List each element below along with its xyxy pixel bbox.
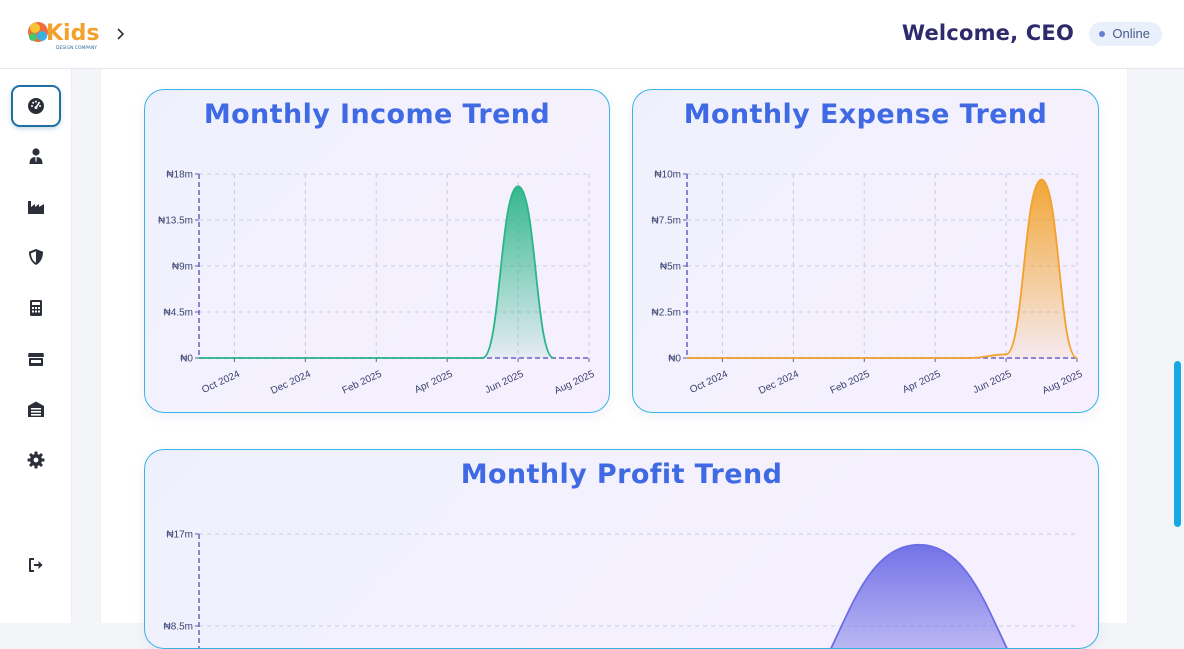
y-tick-label: ₦13.5m xyxy=(158,216,193,227)
sidebar-item-accounting[interactable] xyxy=(11,287,61,329)
logo-text: Kids xyxy=(46,21,99,46)
series-line xyxy=(830,543,1008,648)
income-trend-card: Monthly Income Trend ₦0 ₦4.5m ₦9m ₦13.5m ₦18… xyxy=(144,89,610,413)
expense-trend-card: Monthly Expense Trend ₦0 ₦2.5m ₦5m ₦7.5m ₦10… xyxy=(632,89,1099,413)
left-gutter xyxy=(72,69,100,623)
y-tick-label: ₦5m xyxy=(660,262,681,273)
series-line xyxy=(687,178,1078,359)
user-tie-icon xyxy=(29,148,43,164)
sidebar-item-dashboard[interactable] xyxy=(11,85,61,127)
calculator-icon xyxy=(30,300,42,316)
x-tick-label: Dec 2024 xyxy=(269,369,313,397)
sidebar-item-users[interactable] xyxy=(11,135,61,177)
chevron-right-icon[interactable] xyxy=(114,24,128,44)
x-tick-label: Jun 2025 xyxy=(483,369,525,397)
y-tick-label: ₦9m xyxy=(172,262,193,273)
y-tick-label: ₦17m xyxy=(166,530,193,541)
status-text: Online xyxy=(1112,26,1150,41)
x-tick-label: Dec 2024 xyxy=(757,369,801,397)
x-tick-label: Oct 2024 xyxy=(200,369,242,396)
x-tick-label: Aug 2025 xyxy=(553,369,597,397)
y-tick-label: ₦8.5m xyxy=(164,622,193,633)
profit-chart-title: Monthly Profit Trend xyxy=(460,459,783,490)
status-dot-icon xyxy=(1099,31,1106,37)
sidebar-item-production[interactable] xyxy=(11,186,61,228)
shield-icon xyxy=(29,249,43,265)
logo-subtext: DESIGN COMPANY xyxy=(56,45,97,51)
y-tick-label: ₦0 xyxy=(180,354,193,365)
status-badge: Online xyxy=(1089,22,1162,46)
sidebar-item-security[interactable] xyxy=(11,236,61,278)
sidebar xyxy=(0,69,72,623)
x-tick-label: Jun 2025 xyxy=(971,369,1013,397)
dashboard-gauge-icon xyxy=(28,98,44,114)
x-tick-label: Apr 2025 xyxy=(413,369,455,396)
warehouse-icon xyxy=(28,401,44,417)
expense-chart-title: Monthly Expense Trend xyxy=(683,99,1048,130)
x-tick-label: Feb 2025 xyxy=(829,369,872,397)
gear-icon xyxy=(27,451,45,469)
series-line xyxy=(199,185,554,359)
scrollbar[interactable] xyxy=(1170,69,1184,623)
welcome-text: Welcome, CEO xyxy=(901,21,1074,45)
sidebar-item-warehouse[interactable] xyxy=(11,388,61,430)
x-tick-label: Apr 2025 xyxy=(901,369,943,396)
industry-icon xyxy=(28,201,44,214)
scrollbar-thumb[interactable] xyxy=(1174,361,1181,527)
top-bar: Kids DESIGN COMPANY Welcome, CEO Online xyxy=(0,0,1184,69)
profit-trend-chart: ₦0₦8.5m₦17m xyxy=(164,530,1079,648)
series-area xyxy=(687,179,1077,358)
y-tick-label: ₦18m xyxy=(166,170,193,181)
x-tick-label: Oct 2024 xyxy=(688,369,730,396)
series-area xyxy=(831,544,1007,648)
series-area xyxy=(199,186,554,358)
income-chart-title: Monthly Income Trend xyxy=(203,99,551,130)
profit-trend-card: Monthly Profit Trend ₦0₦8.5m₦17m xyxy=(144,449,1099,649)
sidebar-item-store[interactable] xyxy=(11,338,61,380)
y-tick-label: ₦7.5m xyxy=(652,216,681,227)
income-trend-chart: ₦0 ₦4.5m ₦9m ₦13.5m ₦18m Oct 2024 Dec 2024 Feb … xyxy=(158,170,597,397)
y-tick-label: ₦10m xyxy=(654,170,681,181)
company-logo[interactable]: Kids DESIGN COMPANY xyxy=(26,14,112,54)
store-icon xyxy=(28,353,44,366)
sidebar-item-settings[interactable] xyxy=(11,439,61,481)
y-tick-label: ₦0 xyxy=(668,354,681,365)
x-tick-label: Aug 2025 xyxy=(1041,369,1085,397)
y-tick-label: ₦4.5m xyxy=(164,308,193,319)
sidebar-item-logout[interactable] xyxy=(11,544,61,586)
expense-trend-chart: ₦0 ₦2.5m ₦5m ₦7.5m ₦10m Oct 2024 Dec 2024 Feb 2… xyxy=(652,170,1085,397)
x-tick-label: Feb 2025 xyxy=(341,369,384,397)
logout-icon xyxy=(29,558,43,572)
y-tick-label: ₦2.5m xyxy=(652,308,681,319)
